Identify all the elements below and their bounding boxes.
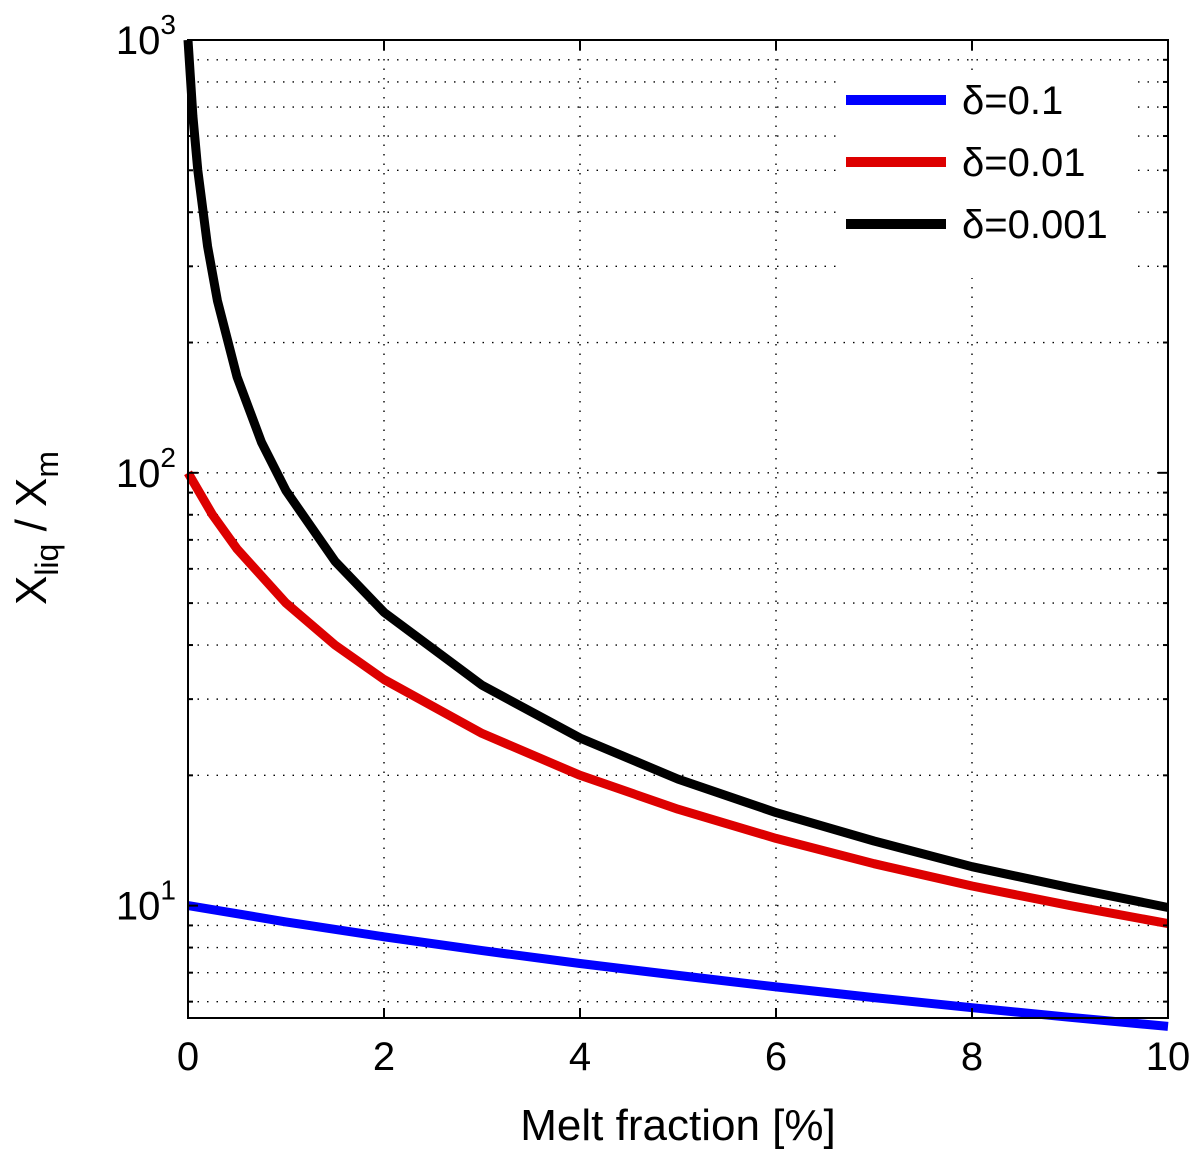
y-label-num-base: X: [7, 576, 56, 605]
plot-frame: [187, 39, 1169, 1019]
y-tick-base: 10: [116, 452, 161, 496]
x-axis-label: Melt fraction [%]: [520, 1101, 835, 1150]
legend-label-2: δ=0.01: [962, 141, 1085, 185]
y-tick-label: 103: [116, 9, 176, 63]
series-line-2: [184, 470, 1169, 929]
y-axis-label: Xliq / Xm: [7, 451, 65, 605]
legend-box: [838, 72, 1138, 278]
series-line-3: [183, 39, 1169, 912]
y-tick-exponent: 3: [160, 9, 176, 40]
y-tick-exponent: 2: [160, 442, 176, 473]
y-tick-exponent: 1: [160, 875, 176, 906]
x-tick-label: 10: [1146, 1035, 1191, 1079]
x-tick-label: 8: [961, 1035, 983, 1079]
series-line-1: [187, 901, 1169, 1031]
y-label-sep: /: [7, 507, 56, 544]
y-label-num-sub: liq: [29, 544, 65, 576]
y-tick-base: 10: [116, 885, 161, 929]
x-tick-label: 0: [177, 1035, 199, 1079]
y-tick-label: 102: [116, 442, 176, 496]
legend: δ=0.1 δ=0.01 δ=0.001: [838, 72, 1138, 278]
x-tick-label: 2: [373, 1035, 395, 1079]
x-tick-label: 6: [765, 1035, 787, 1079]
legend-label-1: δ=0.1: [962, 79, 1063, 123]
series-layer: [183, 39, 1169, 1031]
y-tick-base: 10: [116, 19, 161, 63]
y-label-den-base: X: [7, 478, 56, 507]
y-tick-label: 101: [116, 875, 176, 929]
y-label-den-sub: m: [29, 451, 65, 478]
x-tick-label: 4: [569, 1035, 591, 1079]
legend-label-3: δ=0.001: [962, 203, 1108, 247]
